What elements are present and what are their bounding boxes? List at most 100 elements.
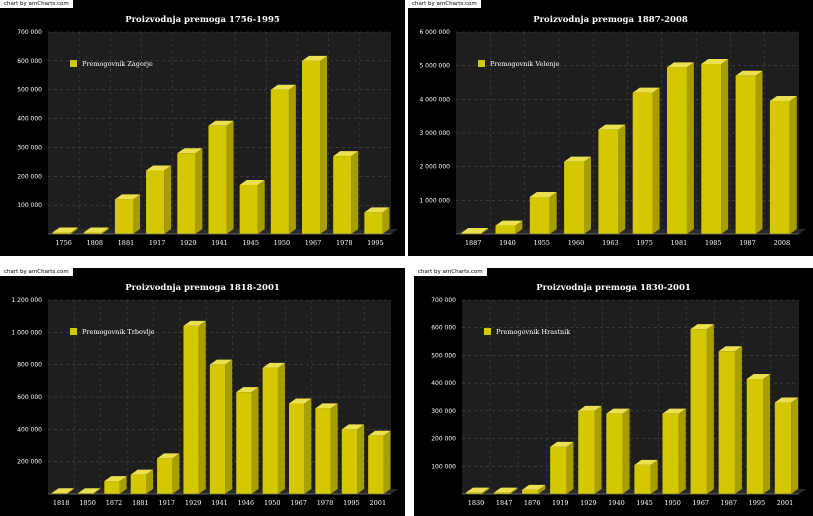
- bar[interactable]: [114, 194, 140, 234]
- bar-top: [634, 459, 658, 465]
- bar[interactable]: [302, 55, 328, 234]
- bar[interactable]: [236, 387, 259, 494]
- legend: Premogovnik Velenje: [478, 60, 559, 68]
- amcharts-credit-link[interactable]: chart by amCharts.com: [408, 0, 481, 8]
- x-tick-label: 1929: [185, 499, 202, 507]
- bar[interactable]: [52, 227, 78, 234]
- y-tick-label: 5 000 000: [419, 63, 450, 70]
- amcharts-credit-link[interactable]: chart by amCharts.com: [414, 268, 487, 276]
- bar-top: [333, 151, 359, 157]
- bar-front: [157, 458, 173, 494]
- bar[interactable]: [270, 84, 296, 234]
- bar-side: [481, 227, 489, 234]
- bar-side: [66, 488, 74, 494]
- bar[interactable]: [632, 87, 660, 234]
- y-tick-label: 2 000 000: [419, 164, 450, 171]
- bar[interactable]: [183, 320, 206, 494]
- bar[interactable]: [83, 227, 109, 234]
- legend-swatch: [478, 60, 485, 67]
- legend: Premogovnik Zagorje: [70, 60, 153, 68]
- bar[interactable]: [315, 403, 338, 494]
- bar-top: [315, 403, 338, 409]
- bar[interactable]: [239, 179, 265, 234]
- bar[interactable]: [333, 151, 359, 234]
- bar-front: [114, 199, 133, 234]
- bar-top: [157, 453, 180, 459]
- bar[interactable]: [177, 148, 203, 234]
- y-tick-label: 100 000: [17, 202, 42, 209]
- legend-swatch: [484, 328, 491, 335]
- bar-front: [564, 161, 584, 234]
- bar-front: [51, 493, 67, 494]
- bar-top: [493, 487, 518, 493]
- bar-front: [209, 364, 226, 494]
- y-tick-label: 400 000: [17, 116, 42, 123]
- bar[interactable]: [208, 120, 234, 234]
- bar[interactable]: [598, 124, 626, 234]
- bar-front: [262, 367, 278, 494]
- bar[interactable]: [774, 397, 799, 494]
- bar[interactable]: [769, 96, 797, 235]
- bar[interactable]: [550, 441, 574, 494]
- bar[interactable]: [495, 220, 523, 234]
- bar-top: [302, 55, 328, 61]
- bar-front: [701, 63, 722, 234]
- x-tick-label: 2008: [774, 239, 791, 247]
- bar-side: [622, 408, 630, 494]
- bar[interactable]: [529, 191, 557, 234]
- bar-top: [461, 227, 489, 233]
- bar[interactable]: [104, 476, 127, 494]
- bar[interactable]: [465, 487, 490, 494]
- bar-top: [52, 227, 78, 233]
- bar[interactable]: [718, 346, 742, 494]
- bar-front: [746, 378, 764, 494]
- bar[interactable]: [77, 488, 101, 494]
- x-tick-label: 1950: [664, 499, 681, 507]
- bar-top: [83, 227, 109, 233]
- bar-top: [701, 58, 729, 64]
- bar-side: [145, 469, 153, 494]
- bar[interactable]: [662, 408, 686, 494]
- y-tick-label: 4 000 000: [419, 96, 450, 103]
- bar-side: [382, 207, 390, 234]
- bar[interactable]: [746, 373, 771, 494]
- y-tick-label: 3 000 000: [419, 130, 450, 137]
- bar[interactable]: [130, 469, 153, 494]
- bar-side: [721, 58, 729, 234]
- bar[interactable]: [564, 156, 591, 234]
- amcharts-credit-link[interactable]: chart by amCharts.com: [0, 268, 73, 276]
- bar[interactable]: [606, 408, 630, 494]
- bar[interactable]: [634, 459, 658, 494]
- bar[interactable]: [209, 359, 233, 494]
- bar[interactable]: [667, 62, 694, 234]
- bar[interactable]: [368, 430, 391, 494]
- bar[interactable]: [289, 398, 312, 494]
- bar[interactable]: [578, 405, 602, 494]
- bar-side: [93, 488, 101, 494]
- bar-side: [510, 487, 518, 494]
- bar[interactable]: [146, 165, 172, 234]
- bar[interactable]: [341, 424, 365, 494]
- x-tick-label: 1929: [180, 239, 197, 247]
- x-tick-label: 1872: [106, 499, 123, 507]
- bar-front: [522, 489, 539, 494]
- bar[interactable]: [493, 487, 518, 494]
- bar[interactable]: [701, 58, 729, 234]
- bar[interactable]: [690, 324, 714, 494]
- y-tick-label: 100 000: [431, 463, 456, 470]
- bar[interactable]: [461, 227, 489, 234]
- bar[interactable]: [51, 488, 74, 494]
- bar[interactable]: [262, 362, 285, 494]
- bar-front: [495, 225, 516, 234]
- bar-top: [208, 120, 234, 126]
- bar[interactable]: [735, 70, 763, 235]
- bar[interactable]: [157, 453, 180, 494]
- bar-side: [119, 476, 127, 494]
- bar[interactable]: [364, 207, 390, 234]
- x-tick-label: 1830: [468, 499, 485, 507]
- bar-side: [277, 362, 285, 494]
- bar-side: [706, 324, 714, 494]
- amcharts-credit-link[interactable]: chart by amCharts.com: [0, 0, 73, 8]
- bar[interactable]: [522, 484, 546, 494]
- chart-panel-hrastnik: chart by amCharts.com Proizvodnja premog…: [414, 268, 813, 516]
